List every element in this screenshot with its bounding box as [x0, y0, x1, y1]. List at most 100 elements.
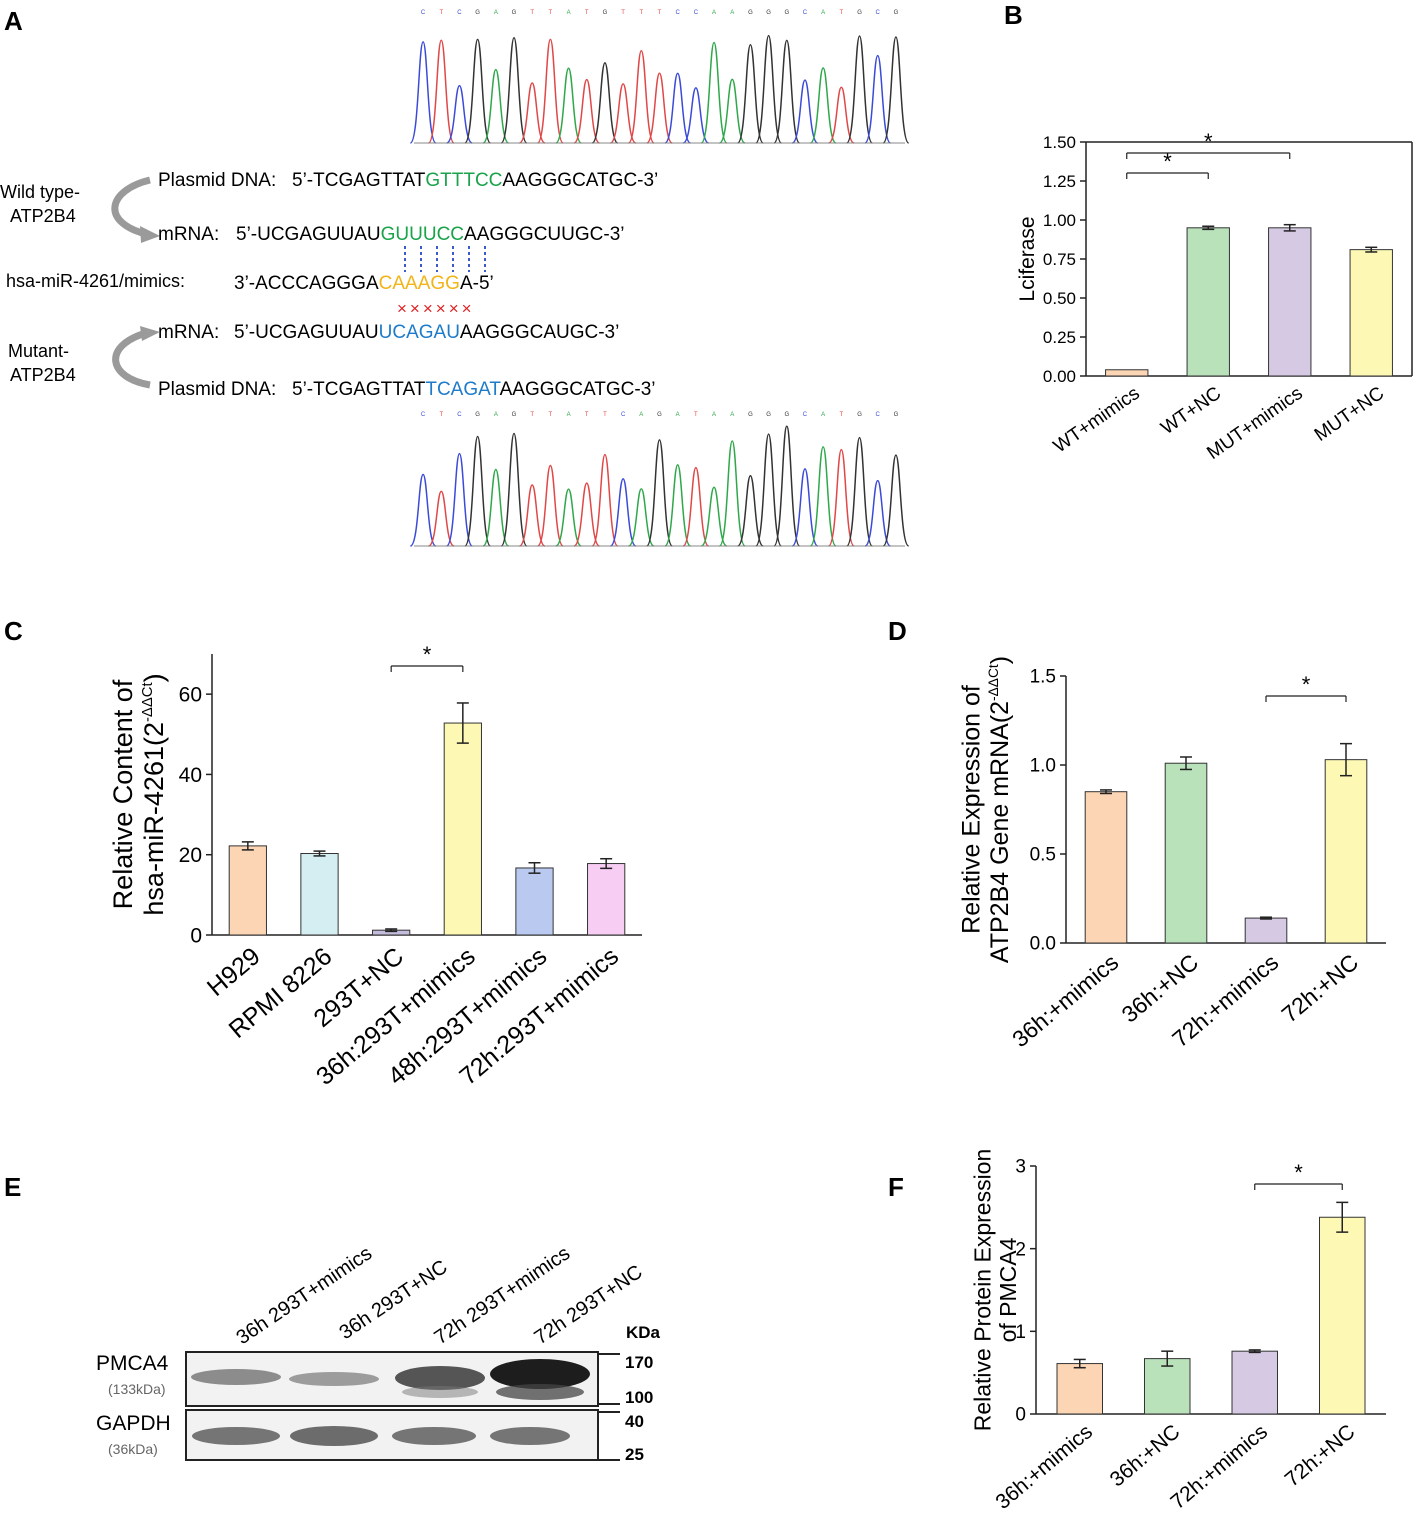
wild-type-label-line1: Wild type- — [0, 182, 80, 202]
base-call-letter: C — [694, 10, 699, 16]
mutant-plasmid-sequence: 5’-TCGAGTTATTCAGATAAGGGCATGC-3’ — [292, 379, 655, 400]
y-tick-label: 0.75 — [1043, 250, 1076, 269]
base-call-letter: G — [766, 412, 771, 418]
y-tick-label: 40 — [179, 764, 202, 787]
y-axis-title-line2: of PMCA4 — [995, 1237, 1021, 1342]
x-tick-label: 36h:+NC — [1106, 1420, 1185, 1491]
y-tick-label: 1 — [1015, 1322, 1026, 1343]
bar — [587, 863, 626, 936]
y-tick-label: 0.50 — [1043, 289, 1076, 308]
trace-peak — [591, 62, 619, 144]
trace-peak — [882, 36, 910, 144]
panel-label-d: D — [888, 616, 907, 646]
significance-star: * — [1294, 1160, 1303, 1185]
bar — [1084, 791, 1128, 944]
base-call-letter: G — [894, 10, 899, 16]
wild-mrna-label: mRNA: — [158, 224, 219, 245]
mutant-label-line2: ATP2B4 — [10, 365, 76, 385]
y-axis-title-line1: Relative Expression of — [957, 685, 985, 934]
base-call-letter: T — [603, 412, 607, 418]
y-tick-label: 0.25 — [1043, 328, 1076, 347]
panel-label-b: B — [1004, 0, 1023, 30]
trace-peak — [664, 464, 692, 547]
base-call-letter: A — [494, 412, 498, 418]
significance-star: * — [1204, 129, 1213, 154]
base-call-letter: G — [603, 10, 608, 16]
trace-peak — [682, 87, 710, 144]
base-call-letter: G — [784, 412, 789, 418]
base-call-letter: C — [421, 10, 426, 16]
x-tick-label: 72h:+NC — [1281, 1420, 1360, 1491]
base-call-letter: T — [694, 412, 698, 418]
trace-peak — [700, 41, 728, 144]
pmca4-size: (133kDa) — [108, 1381, 166, 1397]
base-call-letter: A — [494, 10, 498, 16]
base-call-letter: T — [585, 10, 589, 16]
trace-peak — [627, 488, 655, 547]
base-call-letter: A — [730, 10, 734, 16]
mutant-arrow — [112, 329, 151, 389]
pmca4-label: PMCA4 — [96, 1352, 169, 1375]
base-call-letter: T — [549, 10, 553, 16]
base-call-letter: G — [766, 10, 771, 16]
trace-peak — [827, 86, 855, 144]
trace-peak — [664, 72, 692, 144]
wild-type-arrowhead — [140, 226, 160, 243]
mirna-label: hsa-miR-4261/mimics: — [6, 271, 185, 291]
mutant-mrna-label: mRNA: — [158, 322, 219, 343]
y-axis-title-line2: hsa-miR-4261(2-ΔΔCt) — [139, 673, 169, 915]
bar — [1186, 227, 1230, 377]
marker-40: 40 — [625, 1412, 644, 1431]
trace-peak — [500, 36, 528, 144]
pmca4-bands — [191, 1359, 590, 1400]
trace-peak — [482, 68, 510, 144]
base-call-letter: T — [530, 10, 534, 16]
base-call-letter: A — [712, 10, 716, 16]
trace-peak — [573, 482, 601, 547]
bar — [300, 853, 339, 936]
trace-peak — [755, 433, 783, 547]
base-call-letter: A — [676, 412, 680, 418]
bar — [1144, 1358, 1191, 1415]
base-call-letter: T — [658, 10, 662, 16]
y-tick-label: 3 — [1015, 1157, 1026, 1178]
trace-peak — [464, 435, 492, 547]
mirna-sequence: 3’-ACCCAGGGACAAAGGA-5’ — [234, 273, 494, 294]
y-axis-title-main: ATP2B4 Gene mRNA(2 — [986, 701, 1014, 963]
panel-label-e: E — [4, 1172, 21, 1202]
y-tick-label: 1.5 — [1030, 667, 1056, 688]
base-call-letter: G — [894, 412, 899, 418]
bar — [1244, 917, 1288, 944]
bar — [1231, 1350, 1278, 1415]
trace-peak — [809, 67, 837, 144]
bar — [515, 867, 554, 936]
trace-peak — [555, 67, 583, 144]
base-call-letter: T — [585, 412, 589, 418]
x-tick-label: WT+mimics — [1050, 383, 1144, 457]
mismatch-crosses: ×××××× — [397, 299, 475, 318]
trace-peak — [536, 38, 564, 144]
base-call-letter: T — [439, 10, 443, 16]
base-call-letter: A — [730, 412, 734, 418]
y-axis-title-line1: Relative Content of — [108, 679, 138, 909]
base-call-letter: T — [439, 412, 443, 418]
y-tick-label: 0 — [190, 924, 202, 947]
trace-peak — [427, 490, 455, 547]
bar — [1056, 1363, 1103, 1415]
base-call-letter: A — [567, 412, 571, 418]
base-call-letter: G — [512, 10, 517, 16]
base-call-letter: G — [784, 10, 789, 16]
base-call-letter: G — [857, 412, 862, 418]
trace-peak — [755, 34, 783, 144]
bar — [1105, 369, 1149, 377]
trace-peak — [518, 484, 546, 547]
base-call-letter: C — [421, 412, 426, 418]
x-tick-label: 36h:+mimics — [1007, 949, 1123, 1052]
y-tick-label: 20 — [179, 844, 202, 867]
panel-label-c: C — [4, 616, 23, 646]
y-tick-label: 1.00 — [1043, 211, 1076, 230]
